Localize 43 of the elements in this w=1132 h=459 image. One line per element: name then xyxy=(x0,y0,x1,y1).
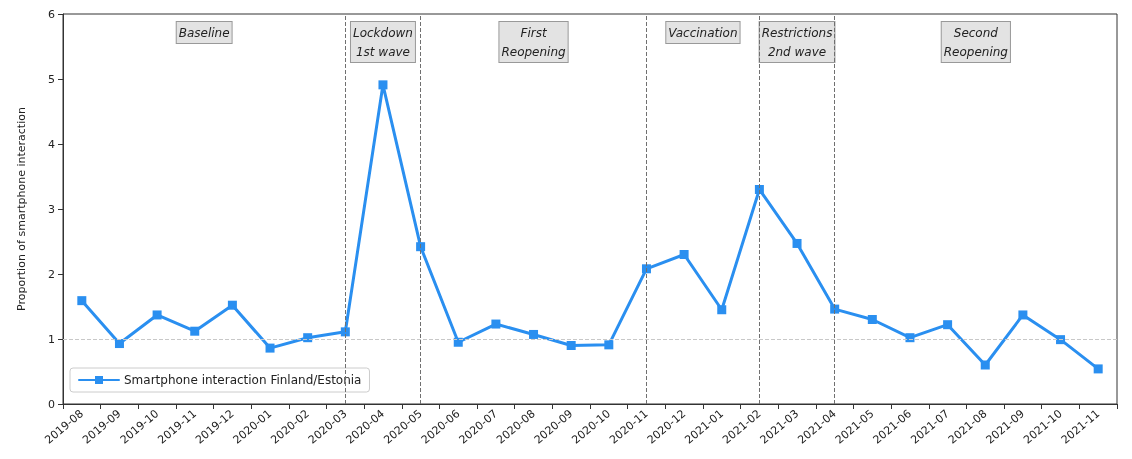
y-tick-label: 4 xyxy=(48,137,55,151)
annotation: Restrictions 2nd wave xyxy=(761,25,833,59)
point xyxy=(867,315,877,324)
legend-label: Smartphone interaction Finland/Estonia xyxy=(124,373,362,387)
point xyxy=(1093,364,1103,374)
point xyxy=(227,300,237,310)
point xyxy=(265,343,275,353)
point xyxy=(378,80,388,90)
point xyxy=(190,326,200,336)
point xyxy=(340,327,350,337)
point xyxy=(980,360,990,370)
point xyxy=(303,333,313,343)
point xyxy=(754,185,764,194)
annotation: Second Reopening xyxy=(943,25,1009,59)
y-tick-label: 5 xyxy=(48,72,55,86)
point xyxy=(566,341,576,350)
point xyxy=(529,329,539,339)
point xyxy=(491,319,501,329)
annotation: Lockdown 1st wave xyxy=(352,25,413,59)
point xyxy=(416,242,426,252)
point xyxy=(717,305,727,315)
y-tick-label: 6 xyxy=(48,7,55,21)
point xyxy=(830,304,840,314)
point xyxy=(114,339,124,349)
y-axis-title: Proportion of smartphone interaction xyxy=(15,107,28,311)
point xyxy=(641,264,651,274)
point xyxy=(453,337,463,347)
annotation: Baseline xyxy=(178,25,230,40)
point xyxy=(792,238,802,248)
annotation: Vaccination xyxy=(668,25,738,40)
annotation: First Reopening xyxy=(501,25,567,59)
point xyxy=(152,310,162,320)
point xyxy=(679,250,689,259)
point xyxy=(604,340,614,350)
point xyxy=(77,296,87,306)
y-tick-label: 2 xyxy=(48,267,55,281)
point xyxy=(1018,310,1028,320)
y-tick-label: 0 xyxy=(48,397,55,411)
y-tick-label: 1 xyxy=(48,332,55,346)
point xyxy=(943,320,953,330)
y-tick-label: 3 xyxy=(48,202,55,216)
point xyxy=(905,333,915,343)
point xyxy=(1056,335,1066,345)
